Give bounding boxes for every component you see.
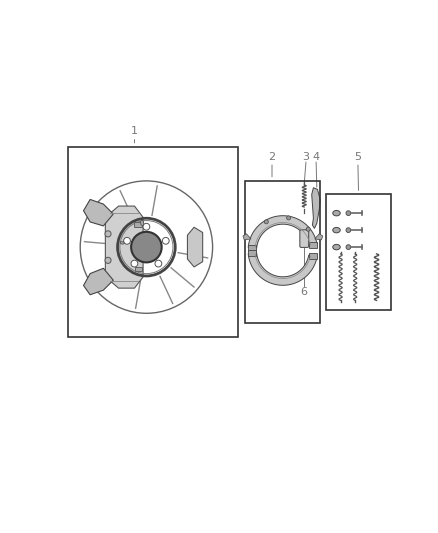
Circle shape: [306, 227, 310, 231]
Text: 5: 5: [354, 151, 361, 161]
Circle shape: [264, 220, 268, 224]
Polygon shape: [248, 216, 317, 248]
Bar: [326, 195, 391, 310]
Text: 2: 2: [268, 151, 276, 161]
Polygon shape: [312, 188, 320, 229]
Polygon shape: [243, 234, 251, 240]
Circle shape: [105, 257, 111, 263]
Ellipse shape: [333, 211, 340, 216]
Text: 6: 6: [301, 287, 308, 297]
Circle shape: [162, 237, 169, 244]
Circle shape: [286, 216, 291, 220]
Polygon shape: [187, 227, 203, 267]
Polygon shape: [84, 199, 113, 226]
Text: 1: 1: [131, 126, 138, 136]
Polygon shape: [135, 268, 141, 271]
Polygon shape: [309, 253, 317, 259]
Circle shape: [143, 223, 150, 230]
FancyBboxPatch shape: [300, 230, 309, 247]
Circle shape: [105, 231, 111, 237]
Polygon shape: [248, 251, 257, 256]
Circle shape: [346, 245, 351, 249]
Text: 3: 3: [303, 151, 309, 161]
Ellipse shape: [333, 228, 340, 233]
Circle shape: [155, 260, 162, 267]
Circle shape: [346, 211, 351, 215]
Bar: [68, 147, 238, 337]
Circle shape: [124, 237, 131, 244]
Polygon shape: [315, 234, 323, 240]
Circle shape: [131, 232, 162, 262]
Ellipse shape: [120, 241, 124, 244]
Ellipse shape: [333, 245, 340, 250]
Polygon shape: [248, 245, 257, 251]
Text: 4: 4: [313, 151, 320, 161]
Circle shape: [346, 228, 351, 232]
Polygon shape: [248, 253, 317, 285]
Ellipse shape: [141, 220, 144, 225]
Bar: [245, 181, 320, 324]
Polygon shape: [106, 206, 143, 288]
Polygon shape: [134, 222, 142, 227]
Circle shape: [131, 260, 138, 267]
Polygon shape: [309, 243, 317, 248]
Polygon shape: [84, 268, 113, 295]
